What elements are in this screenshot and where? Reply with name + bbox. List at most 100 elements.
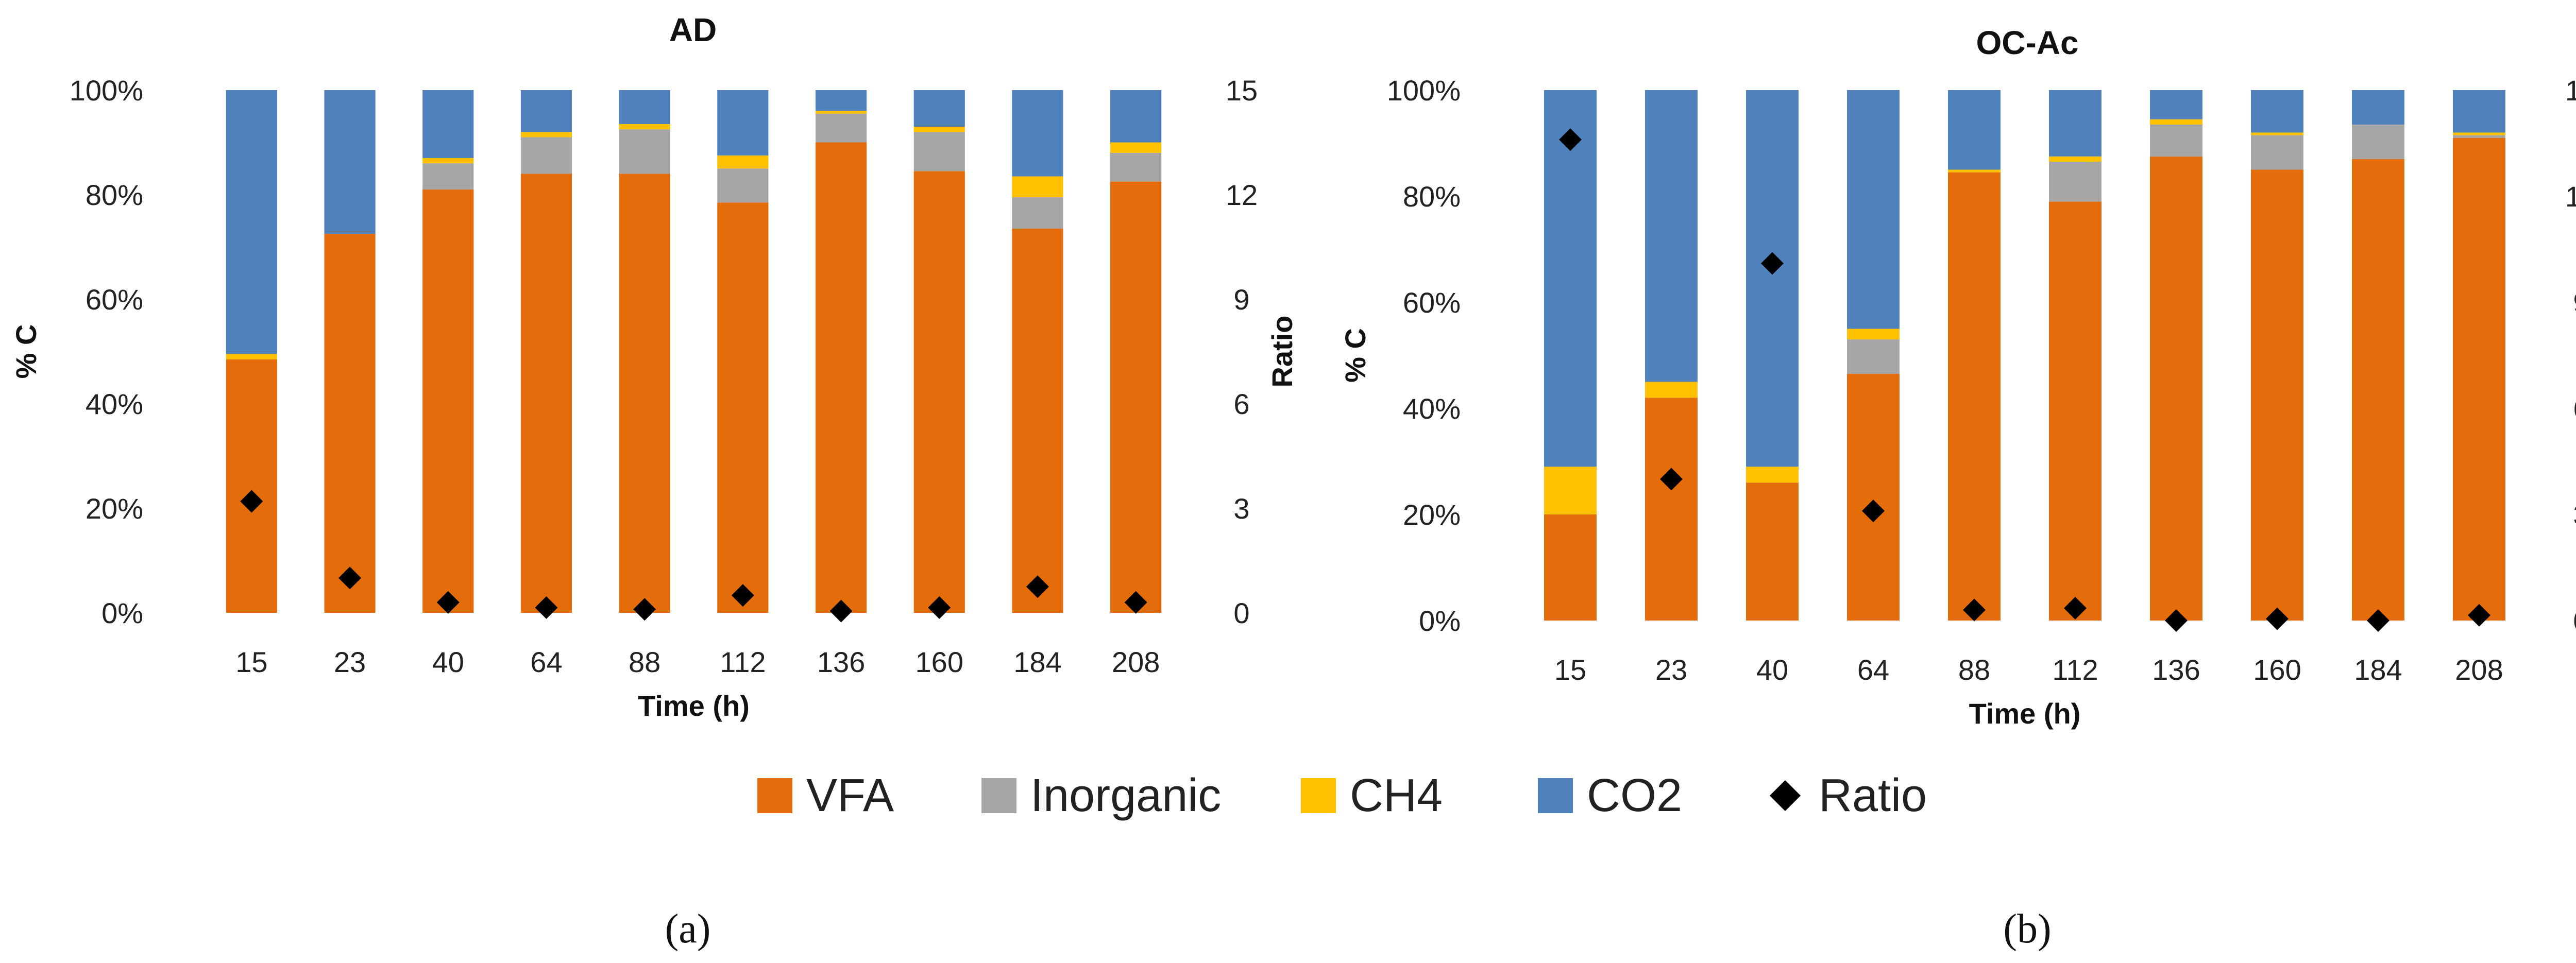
bar-segment-inorganic	[2150, 124, 2202, 157]
y-axis-label: % C	[1339, 328, 1371, 383]
y2-tick-label: 9	[2573, 286, 2576, 319]
ratio-point	[1963, 598, 1986, 622]
bar-segment-vfa	[1948, 172, 2001, 621]
x-tick-label: 23	[334, 646, 366, 678]
legend-marker-ratio	[1770, 780, 1801, 811]
bar-segment-co2	[2150, 90, 2202, 119]
bar-segment-vfa	[913, 171, 965, 613]
bar-segment-ch4	[619, 124, 670, 130]
ratio-point	[2266, 607, 2289, 630]
bar-segment-co2	[2352, 90, 2404, 125]
legend-label: Ratio	[1819, 770, 1927, 821]
y2-tick-label: 3	[1233, 492, 1249, 525]
bar-segment-co2	[1746, 90, 1799, 467]
bar-segment-co2	[422, 90, 474, 158]
ratio-point	[1862, 500, 1885, 523]
bar-segment-co2	[1544, 90, 1597, 467]
ratio-point	[1660, 468, 1683, 491]
bar-segment-vfa	[324, 234, 376, 613]
y2-tick-label: 12	[2565, 180, 2576, 213]
ratio-point	[240, 490, 263, 513]
y-tick-label: 20%	[1403, 498, 1461, 531]
bar-segment-inorganic	[815, 113, 867, 143]
bar-segment-co2	[619, 90, 670, 124]
bar-segment-vfa	[2453, 137, 2505, 621]
bar-segment-ch4	[2150, 119, 2202, 125]
x-tick-label: 184	[2354, 654, 2402, 686]
subfigure-caption: (b)	[2003, 906, 2051, 952]
bar-segment-ch4	[815, 111, 867, 114]
x-tick-label: 184	[1013, 646, 1061, 678]
x-tick-label: 112	[2052, 654, 2098, 686]
ratio-point	[2468, 604, 2490, 627]
ratio-point	[436, 591, 460, 614]
x-tick-label: 160	[2253, 654, 2301, 686]
x-tick-label: 40	[432, 646, 464, 678]
bar-segment-ch4	[2251, 132, 2303, 135]
subfigure-caption: (a)	[665, 906, 711, 952]
x-tick-label: 23	[1655, 654, 1687, 686]
bar-segment-co2	[1110, 90, 1162, 143]
bar-segment-ch4	[1948, 169, 2001, 173]
bar-segment-vfa	[1012, 228, 1063, 613]
bar-segment-inorganic	[1012, 197, 1063, 229]
x-tick-label: 40	[1756, 654, 1788, 686]
bar-segment-co2	[1847, 90, 1900, 329]
x-tick-label: 136	[2152, 654, 2200, 686]
y2-tick-label: 6	[1233, 388, 1249, 420]
y-tick-label: 100%	[70, 74, 143, 107]
y2-tick-label: 15	[1226, 74, 1258, 107]
legend-label: CH4	[1350, 770, 1443, 821]
x-tick-label: 208	[2455, 654, 2503, 686]
y-tick-label: 40%	[1403, 392, 1461, 425]
bar-segment-co2	[324, 90, 376, 234]
x-tick-label: 15	[235, 646, 267, 678]
bar-segment-vfa	[2352, 159, 2404, 621]
y-tick-label: 60%	[86, 283, 143, 316]
bar-segment-ch4	[1110, 142, 1162, 153]
bar-segment-vfa	[717, 202, 769, 613]
bar-segment-inorganic	[913, 132, 965, 171]
bar-segment-vfa	[1746, 483, 1799, 621]
legend-swatch-co2	[1538, 778, 1573, 813]
x-tick-label: 136	[817, 646, 865, 678]
legend-swatch-ch4	[1301, 778, 1336, 813]
legend-label: VFA	[806, 770, 894, 821]
chart-title: AD	[669, 11, 717, 48]
ratio-point	[338, 566, 362, 590]
y2-tick-label: 6	[2573, 392, 2576, 425]
bar-segment-ch4	[1544, 467, 1597, 514]
bar-segment-inorganic	[619, 129, 670, 174]
bar-segment-inorganic	[422, 163, 474, 190]
ratio-point	[1559, 128, 1582, 151]
bar-segment-ch4	[1012, 176, 1063, 198]
x-tick-label: 112	[720, 646, 766, 678]
y2-axis-label: Ratio	[1266, 316, 1298, 388]
y2-tick-label: 3	[2573, 498, 2576, 531]
bar-segment-vfa	[226, 359, 277, 613]
bar-segment-vfa	[2150, 156, 2202, 621]
bar-segment-inorganic	[2251, 135, 2303, 170]
chart-a: AD 0% 20% 40% 60% 80% 100% 0 3 6 9 12 15 % C Ratio 15 23…	[10, 11, 1298, 952]
y2-tick-label: 15	[2565, 74, 2576, 107]
legend-swatch-vfa	[757, 778, 792, 813]
bar-segment-co2	[2453, 90, 2505, 133]
bar-segment-vfa	[2251, 169, 2303, 621]
x-tick-label: 64	[530, 646, 562, 678]
bar-segment-co2	[913, 90, 965, 127]
bar-segment-ch4	[1847, 329, 1900, 340]
bar-segment-ch4	[2453, 132, 2505, 135]
bar-segment-vfa	[1847, 374, 1900, 621]
x-tick-label: 88	[629, 646, 660, 678]
ratio-point	[1124, 591, 1147, 614]
y-tick-label: 80%	[1403, 180, 1461, 213]
x-tick-label: 15	[1554, 654, 1586, 686]
bar-segment-vfa	[815, 142, 867, 613]
y-tick-label: 80%	[86, 179, 143, 211]
bar-segment-co2	[1948, 90, 2001, 170]
x-tick-label: 88	[1958, 654, 1990, 686]
legend-swatch-inorganic	[981, 778, 1016, 813]
bar-segment-inorganic	[2049, 162, 2102, 202]
bar-segment-vfa	[1645, 398, 1698, 621]
